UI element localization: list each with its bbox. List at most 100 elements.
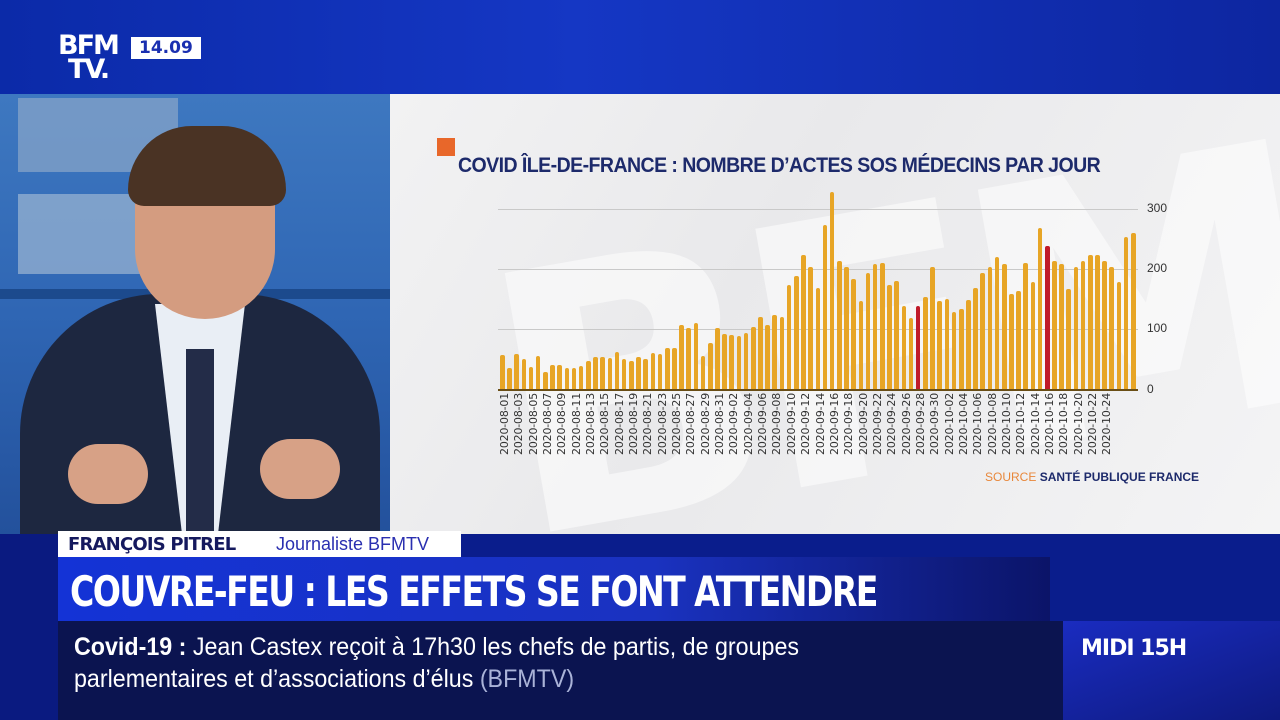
y-tick-100: 100 <box>1147 321 1168 335</box>
bar-2020-10-04 <box>958 309 964 390</box>
source-value: SANTÉ PUBLIQUE FRANCE <box>1039 470 1200 484</box>
bar-2020-08-30 <box>707 343 713 390</box>
x-tick-label: 2020-08-21 <box>641 393 655 455</box>
bar-2020-09-12 <box>801 255 806 390</box>
bar-2020-08-26 <box>679 325 684 390</box>
bar-2020-10-25 <box>1109 267 1115 390</box>
bar-2020-08-02 <box>507 368 512 390</box>
bar-2020-08-29 <box>700 356 706 390</box>
x-tick-label: 2020-08-23 <box>655 393 669 455</box>
bar-2020-09-30 <box>930 267 935 390</box>
bar-2020-10-24 <box>1102 261 1107 390</box>
bar-2020-08-04 <box>521 359 527 390</box>
bar-2020-08-28 <box>693 323 699 390</box>
guest-video <box>0 94 390 534</box>
x-axis-line <box>498 389 1138 391</box>
x-tick-label: 2020-08-25 <box>670 393 684 455</box>
top-band <box>0 0 1280 94</box>
logo-line1: BFM <box>58 30 120 61</box>
bar-2020-09-26 <box>901 306 907 390</box>
ticker-line2: parlementaires et d’associations d’élus … <box>74 665 574 694</box>
x-tick-label: 2020-10-04 <box>956 393 970 455</box>
clock: 14.09 <box>131 37 201 59</box>
bar-2020-08-22 <box>650 353 656 390</box>
left-edge-band <box>0 534 58 720</box>
bar-2020-08-03 <box>514 354 519 390</box>
x-tick-label: 2020-10-02 <box>942 393 956 455</box>
y-tick-0: 0 <box>1147 382 1154 396</box>
x-tick-label: 2020-08-09 <box>555 393 569 455</box>
bar-2020-09-29 <box>923 297 928 390</box>
bar-2020-10-22 <box>1087 255 1093 390</box>
bar-2020-08-06 <box>535 356 541 390</box>
chart-panel: BFM COVID ÎLE-DE-FRANCE : NOMBRE D’ACTES… <box>390 94 1280 534</box>
guest-hand <box>68 444 148 504</box>
ticker-text2: parlementaires et d’associations d’élus <box>74 665 474 693</box>
bar-2020-10-11 <box>1009 294 1014 390</box>
bar-2020-09-05 <box>750 327 756 390</box>
bar-2020-08-21 <box>643 359 648 390</box>
bar-2020-08-27 <box>686 328 692 390</box>
bar-2020-08-10 <box>564 368 570 390</box>
x-tick-label: 2020-09-08 <box>770 393 784 455</box>
bar-2020-09-19 <box>851 279 856 390</box>
bar-2020-09-28 <box>915 306 921 390</box>
x-tick-label: 2020-09-02 <box>727 393 741 455</box>
bar-2020-08-07 <box>543 372 548 390</box>
chart-title: COVID ÎLE-DE-FRANCE : NOMBRE D’ACTES SOS… <box>458 154 1101 177</box>
bar-2020-09-24 <box>887 285 892 390</box>
bar-2020-08-12 <box>578 366 584 390</box>
x-tick-label: 2020-09-26 <box>899 393 913 455</box>
guest-hair <box>128 126 286 206</box>
bar-2020-10-19 <box>1066 289 1072 390</box>
ticker-line1: Covid-19 : Jean Castex reçoit à 17h30 le… <box>74 633 799 662</box>
chart-source: SOURCE SANTÉ PUBLIQUE FRANCE <box>985 470 1199 484</box>
guest-tie <box>186 349 214 534</box>
bar-2020-09-20 <box>858 301 864 390</box>
x-tick-label: 2020-09-14 <box>813 393 827 455</box>
x-tick-label: 2020-08-07 <box>541 393 555 455</box>
x-tick-label: 2020-09-22 <box>870 393 884 455</box>
program-name: MIDI 15H <box>1081 636 1187 661</box>
bar-2020-10-01 <box>937 301 942 390</box>
bar-2020-08-19 <box>629 361 634 390</box>
bar-2020-08-18 <box>621 359 627 390</box>
bar-2020-08-09 <box>557 365 562 390</box>
ticker-topic: Covid-19 : <box>74 633 187 661</box>
bar-2020-08-14 <box>593 357 598 390</box>
bar-2020-08-08 <box>550 365 555 390</box>
bar-2020-10-14 <box>1030 282 1036 390</box>
bar-2020-09-02 <box>729 335 735 390</box>
bar-2020-08-24 <box>664 348 670 390</box>
guest-hand <box>260 439 340 499</box>
bar-2020-09-16 <box>829 192 835 390</box>
bar-2020-10-05 <box>966 300 971 390</box>
program-badge: MIDI 15H <box>1063 621 1280 720</box>
bar-2020-08-11 <box>571 368 577 390</box>
bar-2020-10-06 <box>973 288 978 390</box>
bar-2020-09-17 <box>837 261 842 390</box>
guest-nameplate: FRANÇOIS PITREL Journaliste BFMTV <box>58 531 461 557</box>
guest-name: FRANÇOIS PITREL <box>68 534 236 555</box>
bar-2020-09-23 <box>880 263 885 390</box>
bar-2020-10-21 <box>1080 261 1086 390</box>
bar-2020-10-10 <box>1001 264 1007 390</box>
bar-2020-10-20 <box>1073 267 1079 390</box>
x-tick-label: 2020-08-03 <box>512 393 526 455</box>
bar-2020-10-27 <box>1123 237 1129 390</box>
x-tick-label: 2020-09-28 <box>913 393 927 455</box>
bar-2020-09-01 <box>722 334 727 390</box>
x-tick-label: 2020-08-01 <box>498 393 511 455</box>
bar-2020-08-20 <box>636 357 641 390</box>
x-tick-label: 2020-08-15 <box>598 393 612 455</box>
bar-2020-09-14 <box>815 288 821 390</box>
x-tick-label: 2020-08-05 <box>526 393 540 455</box>
bar-2020-10-07 <box>980 273 985 390</box>
bar-2020-09-13 <box>808 267 813 390</box>
x-tick-label: 2020-09-18 <box>842 393 856 455</box>
y-tick-300: 300 <box>1147 201 1168 215</box>
bar-2020-09-10 <box>786 285 792 390</box>
bar-2020-08-25 <box>672 348 677 390</box>
source-label: SOURCE <box>985 470 1037 484</box>
headline-text: COUVRE-FEU : LES EFFETS SE FONT ATTENDRE <box>70 567 878 616</box>
